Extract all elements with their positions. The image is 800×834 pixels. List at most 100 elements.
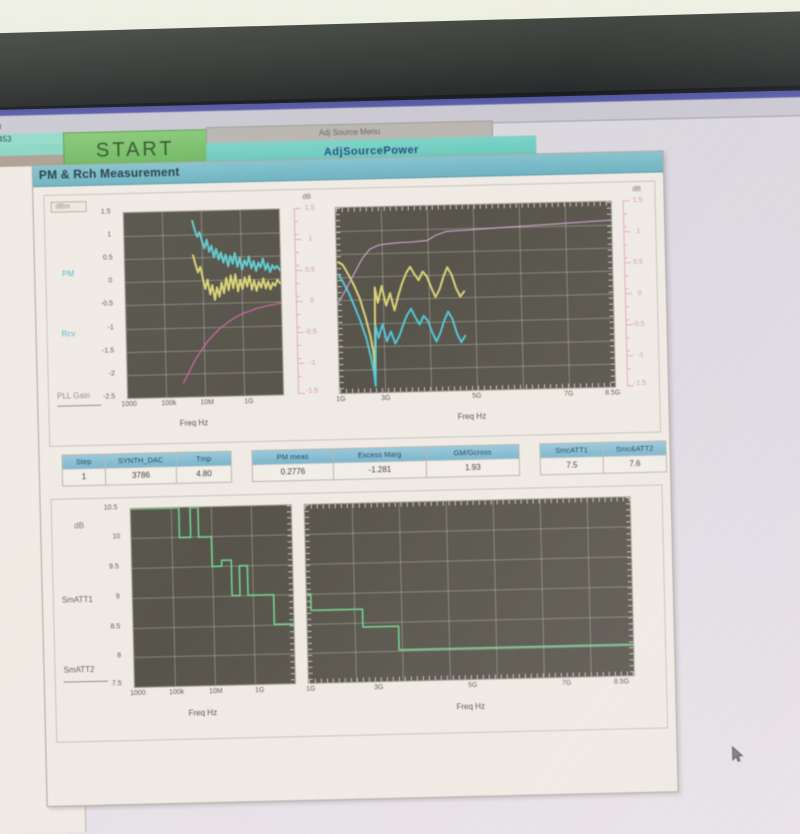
legend-label-pll-gain: PLL Gain [56, 390, 91, 401]
b-ytick-3: 9 [115, 593, 120, 601]
xtick-r-1: 3G [381, 394, 391, 403]
xtick-r-3: 7G [564, 390, 574, 398]
y2tick-r-1: 1 [636, 227, 641, 236]
table-cell-pm-meas[interactable]: PM meas 0.2776 [252, 449, 335, 482]
y2tick-r-5: -1 [637, 351, 644, 360]
table-cell-gm-gcross[interactable]: GM/Gcross 1.93 [426, 444, 520, 478]
table-cell-step[interactable]: Step 1 [62, 454, 107, 486]
xaxis-title-smatt2: Freq Hz [456, 701, 486, 712]
table-cell-smcatt1[interactable]: SmcATT1 7.5 [540, 442, 605, 475]
y2tick-l-5: -1 [309, 359, 316, 367]
td-tmp: 4.80 [176, 465, 232, 483]
xtick-r-0: 1G [336, 395, 346, 404]
table-cell-smcatt2[interactable]: Smc&ATT2 7.6 [603, 441, 667, 473]
legend-rule [57, 404, 102, 407]
ytick-4: -0.5 [100, 300, 114, 308]
xaxis-title-wide: Freq Hz [179, 418, 209, 428]
b-ytick-5: 8 [117, 652, 122, 660]
plot-smatt2[interactable] [303, 496, 635, 684]
b-ytick-6: 7.5 [111, 680, 122, 688]
plot-smatt1[interactable] [129, 504, 296, 689]
xtick-0: 1000 [121, 400, 137, 409]
xaxis-title-smatt1: Freq Hz [188, 708, 218, 718]
yaxis-unit-db: dB [74, 521, 85, 531]
b-xtick-r-4: 8.5G [613, 678, 630, 686]
results-group-3: SmcATT1 7.5 Smc&ATT2 7.6 [539, 440, 668, 476]
screen-content: Program MV3E416453 455 STM hw/F10 hwJ15 … [0, 77, 800, 834]
measurement-window: PM & Rch Measurement dBm PM Rcv PLL Gain [31, 150, 679, 808]
results-group-2: PM meas 0.2776 Excess Marg -1.281 GM/Gcr… [251, 443, 521, 483]
trace-rcv [337, 261, 466, 375]
ytick-6: -1.5 [101, 347, 115, 355]
b-xtick-r-2: 5G [467, 681, 478, 690]
unit-box-dbm[interactable]: dBm [50, 200, 87, 213]
xtick-r-2: 5G [472, 392, 482, 400]
y2tick-r-0: 1.5 [632, 196, 643, 205]
legend-label-smatt2: SmATT2 [63, 664, 95, 675]
table-cell-excess-marg[interactable]: Excess Marg -1.281 [333, 447, 428, 480]
legend-label-rcv: Rcv [61, 329, 76, 339]
b-ytick-0: 10.5 [103, 504, 118, 512]
td-pm-meas: 0.2776 [252, 463, 334, 482]
y2tick-r-6: -1.5 [633, 379, 647, 388]
ytick-7: -2 [108, 370, 115, 378]
th-smcatt1: SmcATT1 [540, 442, 603, 459]
ytick-0: 1.5 [100, 208, 111, 216]
trace-rcv [192, 254, 282, 301]
trace-pll-gain [337, 219, 612, 305]
td-smcatt2: 7.6 [603, 455, 667, 473]
plot-pm-rch-zoom[interactable] [334, 200, 617, 395]
y2tick-l-0: 1.5 [304, 204, 315, 212]
b-xtick-r-0: 1G [305, 685, 316, 693]
y2tick-l-3: 0 [309, 297, 314, 305]
y2-unit-left: dB [302, 193, 312, 201]
th-smcatt2: Smc&ATT2 [603, 441, 666, 457]
y2tick-r-3: 0 [637, 289, 642, 298]
b-ytick-2: 9.5 [109, 563, 119, 571]
legend-label-pm: PM [62, 269, 75, 279]
xtick-1: 100k [161, 399, 177, 408]
pink-ruler-right [622, 200, 635, 387]
th-tmp: Tmp [176, 451, 231, 467]
y2tick-l-1: 1 [308, 235, 313, 243]
top-charts-panel: dBm PM Rcv PLL Gain [43, 180, 662, 447]
trace-smatt1 [130, 506, 295, 626]
xaxis-title-zoom: Freq Hz [457, 411, 487, 422]
ytick-3: 0 [108, 277, 113, 285]
menu-program[interactable]: Program [0, 118, 1, 132]
td-step: 1 [62, 468, 106, 486]
b-xtick-0: 1000 [130, 689, 146, 698]
b-xtick-r-3: 7G [561, 679, 572, 687]
table-cell-synth-dac[interactable]: SYNTH_DAC 3786 [105, 452, 178, 485]
legend-label-smatt1: SmATT1 [61, 594, 93, 605]
results-group-1: Step 1 SYNTH_DAC 3786 Tmp 4.80 [61, 450, 233, 487]
b-xtick-1: 100k [169, 688, 185, 697]
td-gm-gcross: 1.93 [426, 458, 520, 478]
b-xtick-2: 10M [209, 687, 223, 696]
ytick-5: -1 [107, 324, 114, 332]
b-ytick-1: 10 [112, 533, 121, 541]
trace-smatt2 [306, 593, 634, 651]
plot-traces-zoom [337, 219, 612, 388]
y2tick-r-4: -0.5 [632, 320, 645, 329]
trace-pll-gain [183, 302, 282, 384]
plot-traces-smatt2 [306, 593, 634, 651]
td-smcatt1: 7.5 [540, 456, 604, 475]
xtick-r-4: 8.5G [605, 389, 621, 397]
th-step: Step [62, 454, 105, 470]
trace-pm [337, 273, 467, 388]
y2tick-l-2: 0.5 [305, 266, 316, 274]
y2tick-l-6: -1.5 [305, 387, 319, 395]
y2tick-l-4: -0.5 [304, 328, 317, 336]
y2tick-r-2: 0.5 [633, 258, 643, 267]
ytick-8: -2.5 [103, 393, 116, 401]
td-synth-dac: 3786 [105, 466, 177, 485]
plot-traces-smatt1 [130, 506, 295, 626]
table-cell-tmp[interactable]: Tmp 4.80 [176, 451, 232, 483]
b-ytick-4: 8.5 [110, 623, 121, 631]
xtick-2: 10M [200, 399, 214, 407]
b-xtick-3: 1G [254, 686, 265, 695]
plot-pm-rch-wide[interactable] [122, 208, 285, 400]
legend-rule-bottom [63, 680, 108, 683]
